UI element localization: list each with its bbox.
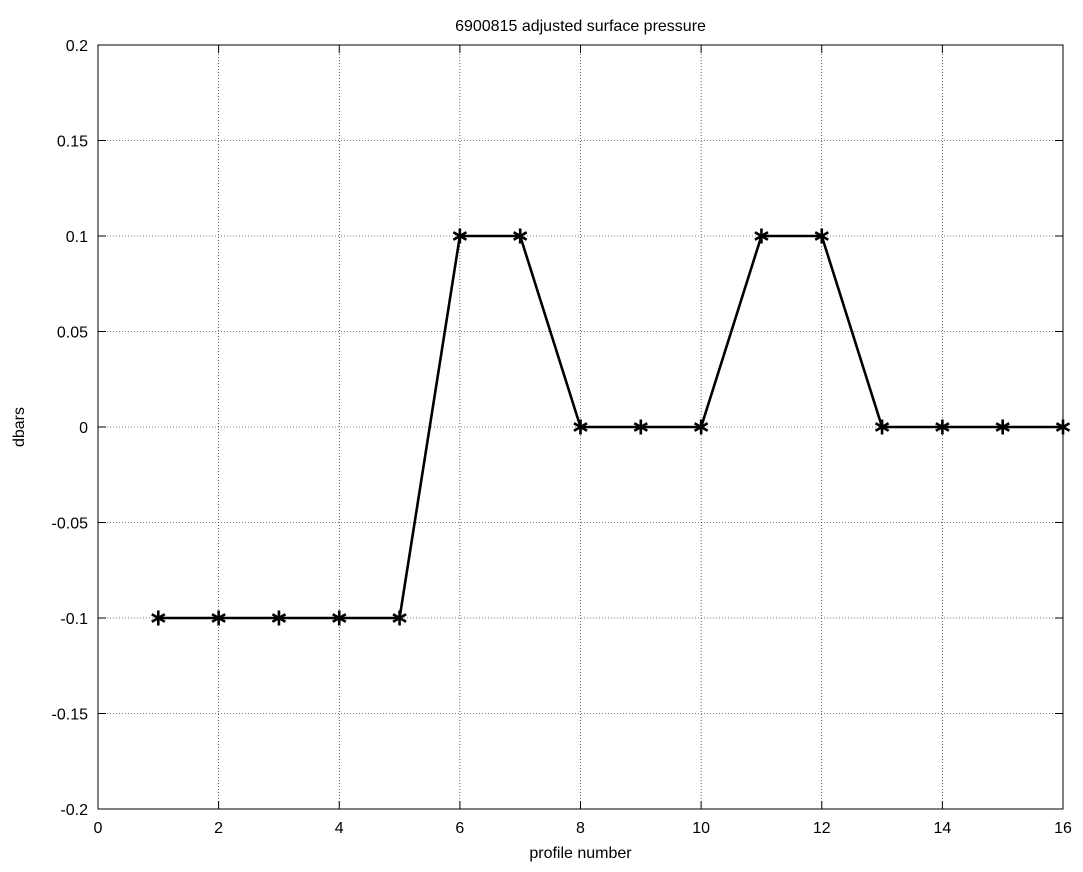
- x-tick-label: 4: [335, 820, 344, 837]
- x-tick-label: 16: [1054, 820, 1072, 837]
- data-point-marker: [211, 610, 226, 626]
- y-tick-label: -0.05: [52, 516, 89, 533]
- x-tick-label: 14: [933, 820, 951, 837]
- data-point-marker: [452, 228, 468, 244]
- data-point-marker: [332, 610, 347, 626]
- y-tick-label: 0.05: [57, 325, 88, 342]
- data-point-marker: [935, 419, 950, 435]
- data-point-marker: [271, 610, 287, 626]
- data-point-marker: [693, 419, 709, 435]
- x-tick-label: 0: [94, 820, 103, 837]
- y-axis-label: dbars: [11, 407, 28, 447]
- x-axis-label: profile number: [529, 845, 632, 862]
- data-point-marker: [1055, 419, 1071, 435]
- x-tick-label: 12: [813, 820, 831, 837]
- y-tick-label: -0.1: [60, 611, 88, 628]
- data-point-marker: [754, 228, 769, 244]
- data-point-marker: [573, 419, 588, 435]
- series-line: [158, 234, 1063, 620]
- data-point-marker: [995, 419, 1010, 435]
- y-tick-label: -0.15: [52, 707, 89, 724]
- data-series: [151, 228, 1071, 626]
- data-point-marker: [633, 419, 648, 435]
- chart-title: 6900815 adjusted surface pressure: [455, 18, 706, 35]
- y-tick-label: 0.15: [57, 134, 88, 151]
- data-point-marker: [513, 228, 528, 244]
- x-tick-label: 10: [692, 820, 710, 837]
- x-tick-label: 8: [576, 820, 585, 837]
- axis-ticks: 0 2 4 6 8 10 12 14 16 -0.2 -0.15 -0.1 -0.05 0 0.05 0.1 0…: [52, 38, 1072, 837]
- data-point-marker: [874, 419, 890, 435]
- data-point-marker: [151, 610, 166, 626]
- data-point-marker: [814, 228, 829, 244]
- y-tick-label: 0.1: [66, 229, 88, 246]
- y-tick-label: 0.2: [66, 38, 88, 55]
- x-tick-label: 2: [214, 820, 223, 837]
- y-tick-label: 0: [79, 420, 88, 437]
- data-point-marker: [392, 610, 407, 626]
- x-tick-label: 6: [455, 820, 464, 837]
- y-tick-label: -0.2: [60, 802, 88, 819]
